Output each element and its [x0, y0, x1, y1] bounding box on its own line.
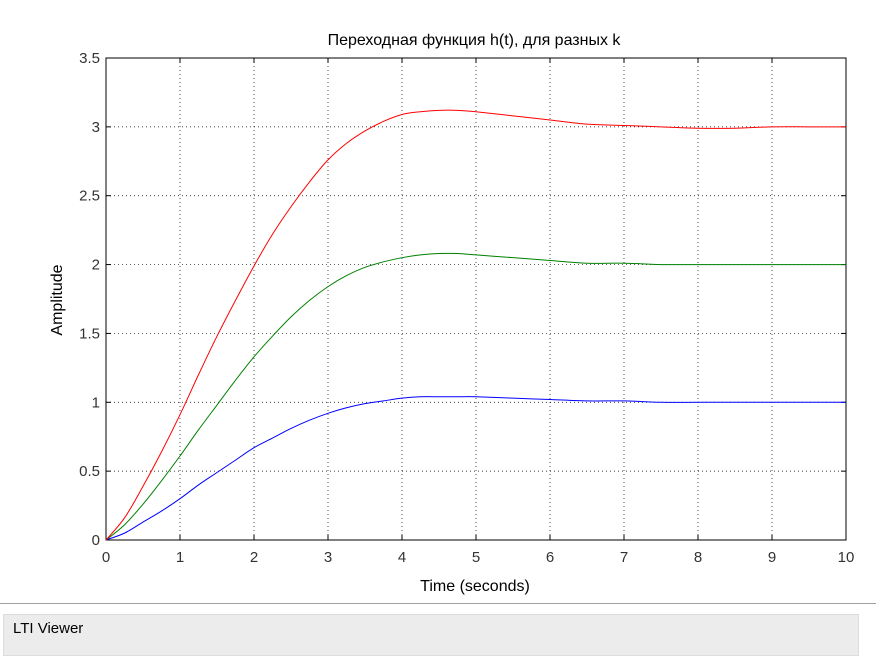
step-response-chart: 0 0.5 1 1.5 2 2.5 3 3.5 0 1 2 3 4 5 6 7 8 9 10 Переходная… [49, 32, 855, 595]
x-tick-label: 8 [694, 549, 702, 566]
y-tick-label: 3.5 [79, 50, 100, 67]
x-tick-label: 3 [324, 549, 332, 566]
y-tick-label: 1.5 [79, 325, 100, 342]
status-bar: LTI Viewer [0, 603, 876, 657]
x-axis-ticks: 0 1 2 3 4 5 6 7 8 9 10 [102, 58, 855, 566]
x-tick-label: 4 [398, 549, 406, 566]
x-tick-label: 5 [472, 549, 480, 566]
x-tick-label: 9 [768, 549, 776, 566]
x-tick-label: 1 [176, 549, 184, 566]
x-tick-label: 7 [620, 549, 628, 566]
series-line-2 [105, 252, 846, 541]
y-tick-label: 2.5 [79, 188, 100, 205]
y-tick-label: 1 [92, 394, 100, 411]
x-tick-label: 6 [546, 549, 554, 566]
y-tick-label: 2 [92, 257, 100, 274]
x-tick-label: 10 [838, 549, 855, 566]
x-axis-label: Time (seconds) [420, 578, 530, 595]
status-panel: LTI Viewer [3, 614, 859, 656]
x-tick-label: 2 [250, 549, 258, 566]
chart-title: Переходная функция h(t), для разных k [328, 32, 622, 49]
series-lines [105, 109, 846, 541]
y-tick-label: 0.5 [79, 463, 100, 480]
x-tick-label: 0 [102, 549, 110, 566]
series-line-1 [105, 396, 846, 541]
y-tick-label: 3 [92, 119, 100, 136]
y-axis-label: Amplitude [49, 264, 66, 335]
series-line-3 [105, 109, 846, 541]
status-label: LTI Viewer [13, 620, 84, 637]
y-tick-label: 0 [92, 532, 100, 549]
